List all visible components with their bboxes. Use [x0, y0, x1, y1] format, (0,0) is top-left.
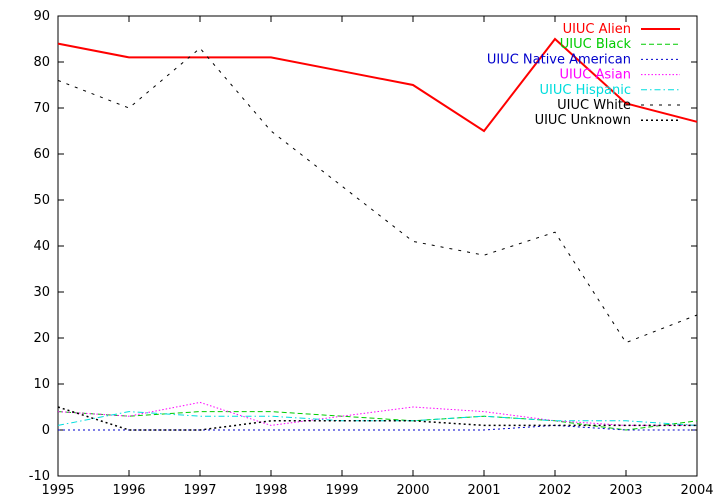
x-tick-label: 1996: [112, 483, 145, 498]
series-lines: [57, 37, 698, 431]
x-tick-label: 2003: [609, 483, 642, 498]
x-tick-label: 2000: [396, 483, 429, 498]
legend-label-3: UIUC Asian: [559, 68, 631, 83]
legend-label-1: UIUC Black: [560, 37, 632, 52]
legend-label-4: UIUC Hispanic: [540, 83, 631, 98]
legend-label-5: UIUC White: [557, 98, 631, 113]
y-tick-label: 70: [33, 101, 50, 116]
y-tick-label: 10: [33, 377, 50, 392]
y-axis: -10 0 10 20 30 40 50 60 70 80 90: [29, 9, 697, 484]
x-axis: 1995 1996 1997 1998 1999 2000 2001 2002 2003 2004: [41, 16, 714, 498]
series-line-0: [57, 37, 698, 133]
legend-label-0: UIUC Alien: [563, 22, 631, 37]
y-tick-label: 30: [33, 285, 50, 300]
y-tick-label: 80: [33, 55, 50, 70]
y-tick-label: 50: [33, 193, 50, 208]
x-tick-label: 2002: [538, 483, 571, 498]
y-tick-label: 0: [42, 423, 50, 438]
x-tick-label: 1999: [325, 483, 358, 498]
series-line-1: [57, 411, 698, 431]
x-tick-label: 2004: [680, 483, 713, 498]
series-line-2: [58, 424, 697, 431]
legend-label-6: UIUC Unknown: [535, 113, 631, 128]
legend-label-2: UIUC Native American: [487, 52, 631, 67]
x-tick-label: 1998: [254, 483, 287, 498]
y-tick-label: 20: [33, 331, 50, 346]
x-tick-label: 1995: [41, 483, 74, 498]
y-tick-label: 60: [33, 147, 50, 162]
x-tick-label: 1997: [183, 483, 216, 498]
series-line-3: [57, 401, 697, 426]
y-tick-label: 90: [33, 9, 50, 24]
y-tick-label: -10: [29, 469, 50, 484]
series-line-6: [57, 406, 697, 431]
x-tick-label: 2001: [467, 483, 500, 498]
y-tick-label: 40: [33, 239, 50, 254]
